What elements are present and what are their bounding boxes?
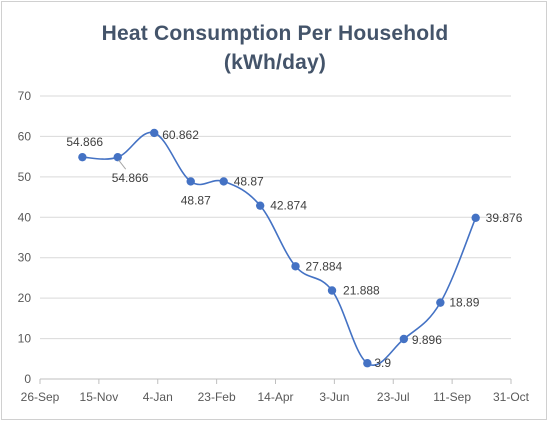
x-tick-label: 11-Sep (433, 390, 471, 404)
x-tick-label: 26-Sep (21, 390, 60, 404)
data-label: 18.89 (449, 296, 479, 310)
data-label: 60.862 (162, 128, 199, 142)
data-point (436, 298, 445, 307)
data-point (399, 334, 409, 344)
data-point (219, 177, 228, 186)
data-point (255, 201, 265, 210)
y-tick-label: 60 (18, 129, 32, 143)
data-point (471, 213, 480, 222)
label-leader-line (118, 159, 127, 170)
y-tick-label: 10 (18, 332, 32, 346)
y-tick-label: 50 (18, 170, 32, 184)
x-tick-label: 23-Jul (377, 390, 410, 404)
x-tick-label: 31-Oct (493, 390, 530, 404)
data-point (78, 152, 87, 162)
y-tick-label: 30 (18, 251, 32, 265)
data-point (186, 177, 195, 186)
x-tick-label: 4-Jan (143, 390, 173, 404)
y-tick-label: 0 (24, 372, 31, 386)
y-tick-label: 70 (18, 89, 32, 103)
y-tick-label: 20 (18, 291, 32, 305)
data-point (327, 286, 337, 295)
data-point (113, 152, 122, 162)
data-label: 54.866 (66, 135, 103, 149)
data-point (150, 128, 159, 138)
data-label: 48.87 (234, 174, 264, 188)
chart-subtitle: (kWh/day) (223, 51, 327, 74)
data-point (291, 262, 300, 271)
data-label: 39.876 (486, 211, 523, 225)
data-label: 42.874 (270, 199, 307, 213)
data-point (363, 359, 372, 368)
data-label: 48.87 (181, 193, 211, 207)
data-label: 9.896 (412, 333, 442, 347)
data-label: 3.9 (374, 356, 391, 370)
data-label: 27.884 (306, 259, 343, 273)
y-tick-label: 40 (18, 210, 32, 224)
data-label: 21.888 (343, 284, 380, 298)
x-tick-label: 23-Feb (198, 390, 236, 404)
data-label: 54.866 (112, 171, 149, 185)
x-tick-label: 3-Jun (319, 390, 349, 404)
x-tick-label: 14-Apr (257, 390, 293, 404)
series-line (82, 131, 477, 366)
chart-title: Heat Consumption Per Household (101, 22, 449, 45)
x-tick-label: 15-Nov (80, 390, 119, 404)
